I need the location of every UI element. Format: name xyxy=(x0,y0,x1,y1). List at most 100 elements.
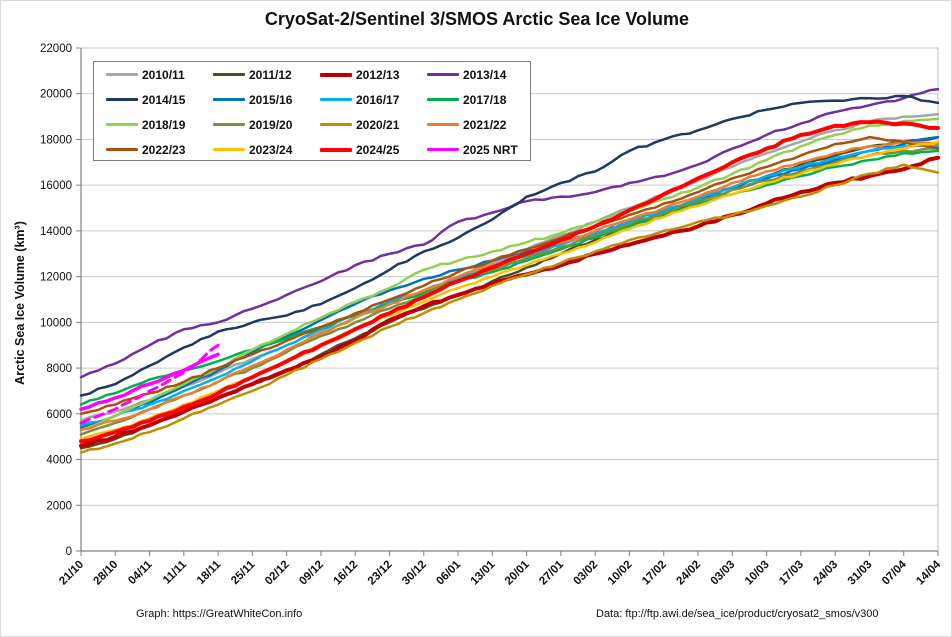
y-tick-label: 20000 xyxy=(40,89,72,101)
y-tick-label: 2000 xyxy=(46,500,72,512)
legend-label: 2010/11 xyxy=(142,67,185,82)
x-tick-label: 06/01 xyxy=(434,558,463,587)
x-tick-label: 10/03 xyxy=(743,559,772,588)
legend-swatch xyxy=(320,147,352,152)
x-tick-label: 28/10 xyxy=(92,559,121,588)
series-line-2015-16 xyxy=(79,135,940,429)
series-line-2024-25 xyxy=(79,119,940,444)
series-line-2016-17 xyxy=(79,144,940,427)
legend-item: 2019/20 xyxy=(205,118,312,132)
x-tick-label: 24/03 xyxy=(811,559,840,588)
legend-label: 2021/22 xyxy=(463,117,507,132)
x-tick-label: 25/11 xyxy=(229,558,258,587)
legend-label: 2013/14 xyxy=(463,67,507,82)
x-tick-label: 03/03 xyxy=(709,559,738,588)
legend-label: 2016/17 xyxy=(356,92,400,107)
series-line-2012-13 xyxy=(79,155,940,448)
x-tick-label: 07/04 xyxy=(880,558,909,587)
legend-label: 2014/15 xyxy=(142,92,186,107)
series-line-2023-24 xyxy=(79,140,940,441)
legend-label: 2015/16 xyxy=(249,92,293,107)
y-tick-label: 0 xyxy=(66,546,72,558)
x-tick-label: 02/12 xyxy=(263,559,292,588)
legend-swatch xyxy=(213,123,245,126)
legend-item: 2014/15 xyxy=(98,93,205,107)
legend-item: 2023/24 xyxy=(205,143,312,157)
x-tick-label: 27/01 xyxy=(537,558,566,587)
legend-label: 2024/25 xyxy=(356,142,400,157)
legend-label: 2020/21 xyxy=(356,117,400,132)
y-tick-label: 16000 xyxy=(40,180,72,192)
y-tick-label: 14000 xyxy=(40,226,72,238)
legend-swatch xyxy=(427,98,459,101)
legend-item: 2018/19 xyxy=(98,118,205,132)
legend-item: 2021/22 xyxy=(419,118,526,132)
legend-swatch xyxy=(427,123,459,126)
legend-swatch xyxy=(106,148,138,151)
legend-label: 2019/20 xyxy=(249,117,293,132)
graph-credit: Graph: https://GreatWhiteCon.info xyxy=(136,608,303,620)
series-line-2025-nrt-dashed xyxy=(79,343,220,425)
legend-item: 2025 NRT xyxy=(419,143,526,157)
legend-swatch xyxy=(320,98,352,101)
x-tick-label: 16/12 xyxy=(332,559,361,588)
legend-swatch xyxy=(213,148,245,151)
x-tick-label: 20/01 xyxy=(503,558,532,587)
data-source: Data: ftp://ftp.awi.de/sea_ice/product/c… xyxy=(596,608,879,620)
y-tick-label: 8000 xyxy=(46,363,72,375)
legend-label: 2017/18 xyxy=(463,92,507,107)
legend-item: 2020/21 xyxy=(312,118,419,132)
y-tick-label: 22000 xyxy=(40,43,72,55)
legend-item: 2022/23 xyxy=(98,143,205,157)
chart-title: CryoSat-2/Sentinel 3/SMOS Arctic Sea Ice… xyxy=(264,9,690,29)
x-tick-label: 03/02 xyxy=(571,559,600,588)
legend-swatch xyxy=(427,147,459,152)
y-tick-label: 10000 xyxy=(40,317,72,329)
x-tick-label: 18/11 xyxy=(195,558,224,587)
legend: 2010/11 2011/12 2012/13 2013/14 2014/15 2015/… xyxy=(93,61,531,161)
legend-label: 2011/12 xyxy=(249,67,292,82)
legend-item: 2011/12 xyxy=(205,68,312,82)
x-tick-label: 17/03 xyxy=(777,559,806,588)
legend-swatch xyxy=(427,73,459,76)
legend-swatch xyxy=(213,98,245,101)
legend-swatch xyxy=(106,98,138,101)
x-tick-label: 14/04 xyxy=(914,558,943,587)
legend-swatch xyxy=(106,123,138,126)
x-tick-label: 30/12 xyxy=(400,559,429,588)
series-line-2022-23 xyxy=(79,135,940,416)
y-tick-label: 12000 xyxy=(40,272,72,284)
legend-item: 2012/13 xyxy=(312,68,419,82)
x-tick-label: 04/11 xyxy=(126,558,155,587)
y-tick-label: 4000 xyxy=(46,455,72,467)
legend-swatch xyxy=(213,73,245,76)
x-tick-label: 23/12 xyxy=(366,559,395,588)
legend-label: 2025 NRT xyxy=(463,142,518,157)
legend-item: 2024/25 xyxy=(312,143,419,157)
legend-swatch xyxy=(320,72,352,77)
x-tick-label: 09/12 xyxy=(297,559,326,588)
legend-swatch xyxy=(320,123,352,126)
series-line-2020-21 xyxy=(79,163,940,454)
legend-item: 2010/11 xyxy=(98,68,205,82)
legend-item: 2017/18 xyxy=(419,93,526,107)
legend-label: 2023/24 xyxy=(249,142,293,157)
legend-label: 2012/13 xyxy=(356,67,400,82)
legend-label: 2022/23 xyxy=(142,142,186,157)
y-tick-label: 6000 xyxy=(46,409,72,421)
x-tick-label: 13/01 xyxy=(469,558,498,587)
x-tick-label: 17/02 xyxy=(640,559,669,588)
x-tick-label: 11/11 xyxy=(161,558,189,586)
y-tick-label: 18000 xyxy=(40,134,72,146)
x-tick-label: 24/02 xyxy=(674,559,703,588)
legend-item: 2015/16 xyxy=(205,93,312,107)
legend-item: 2016/17 xyxy=(312,93,419,107)
legend-label: 2018/19 xyxy=(142,117,186,132)
legend-item: 2013/14 xyxy=(419,68,526,82)
legend-swatch xyxy=(106,73,138,76)
series-line-2014-15 xyxy=(79,94,940,397)
x-tick-label: 31/03 xyxy=(846,559,875,588)
x-tick-label: 21/10 xyxy=(57,559,86,588)
